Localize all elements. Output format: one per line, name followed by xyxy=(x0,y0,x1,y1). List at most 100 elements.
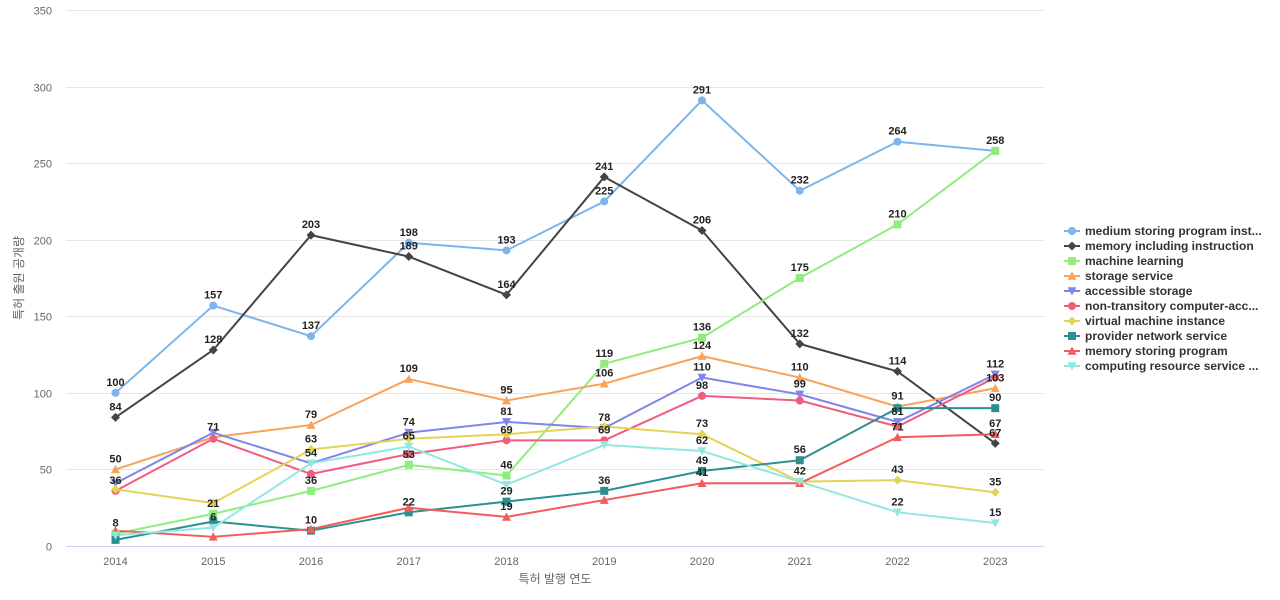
data-label: 63 xyxy=(305,434,317,446)
data-point xyxy=(990,519,1000,528)
data-label: 62 xyxy=(696,435,708,447)
data-point xyxy=(795,456,804,465)
data-point xyxy=(599,379,609,388)
legend-marker xyxy=(1068,302,1076,310)
data-point xyxy=(990,429,1000,439)
y-axis-title: 특허 출원 공개량 xyxy=(12,236,26,320)
data-label: 264 xyxy=(888,126,907,138)
data-point xyxy=(502,471,511,480)
legend-item[interactable]: memory including instruction xyxy=(1064,239,1254,253)
series-markers xyxy=(111,96,1000,544)
legend-label: memory storing program xyxy=(1085,344,1228,358)
legend-item[interactable]: virtual machine instance xyxy=(1064,314,1225,328)
data-point xyxy=(795,396,804,405)
legend-item[interactable]: provider network service xyxy=(1064,329,1227,343)
data-point xyxy=(502,512,511,521)
legend-label: computing resource service ... xyxy=(1085,359,1258,373)
data-point xyxy=(208,523,218,533)
data-point xyxy=(795,390,805,399)
series-line-5 xyxy=(114,376,997,492)
y-tick-label: 350 xyxy=(34,6,52,18)
data-label: 241 xyxy=(595,161,613,173)
x-tick-label: 2017 xyxy=(397,556,421,568)
series-line-1 xyxy=(114,175,997,445)
data-label: 36 xyxy=(598,475,610,487)
data-label: 128 xyxy=(204,334,222,346)
data-point xyxy=(307,332,315,341)
data-point xyxy=(111,388,120,397)
data-point xyxy=(795,274,804,282)
legend-marker xyxy=(1068,257,1076,265)
data-point xyxy=(893,418,902,427)
data-point xyxy=(893,508,902,517)
data-label: 206 xyxy=(693,215,711,227)
x-tick-label: 2023 xyxy=(983,556,1007,568)
data-label: 69 xyxy=(500,424,512,436)
x-axis-ticks: 2014 2015 2016 2017 2018 2019 2020 2021 2022 2023 xyxy=(103,556,1007,568)
data-label: 157 xyxy=(204,290,222,302)
data-label: 21 xyxy=(207,498,219,510)
data-label: 6 xyxy=(210,512,216,524)
data-point xyxy=(599,172,609,182)
data-label: 84 xyxy=(109,401,122,413)
legend-label: accessible storage xyxy=(1085,284,1193,298)
data-label: 110 xyxy=(791,362,809,374)
legend-item[interactable]: non-transitory computer-acc... xyxy=(1064,299,1258,313)
data-point xyxy=(991,146,1000,155)
data-label: 103 xyxy=(986,372,1004,384)
legend-item[interactable]: machine learning xyxy=(1064,254,1184,268)
data-point xyxy=(502,396,511,405)
data-label: 49 xyxy=(696,455,708,467)
data-point xyxy=(404,503,414,512)
data-label: 193 xyxy=(497,234,515,246)
data-point xyxy=(795,339,805,349)
series-line-6 xyxy=(114,425,997,505)
data-point xyxy=(991,404,1000,413)
y-tick-label: 100 xyxy=(34,389,52,401)
legend-marker xyxy=(1067,271,1077,280)
legend-item[interactable]: medium storing program inst... xyxy=(1064,224,1262,238)
data-label: 81 xyxy=(500,406,512,418)
data-point xyxy=(697,351,707,360)
data-point xyxy=(208,428,218,438)
data-label: 36 xyxy=(305,475,317,487)
legend-marker xyxy=(1067,346,1077,355)
data-point xyxy=(111,535,120,544)
data-point xyxy=(795,373,805,382)
data-label: 46 xyxy=(500,460,512,472)
legend-marker xyxy=(1067,241,1077,251)
data-point xyxy=(404,460,413,469)
data-point xyxy=(111,531,120,540)
data-point xyxy=(600,486,609,495)
data-point xyxy=(893,432,902,442)
data-label: 114 xyxy=(889,355,908,367)
data-label: 36 xyxy=(109,475,121,487)
data-label: 42 xyxy=(794,466,806,478)
data-label: 112 xyxy=(986,358,1004,370)
data-point xyxy=(502,429,511,439)
legend-item[interactable]: accessible storage xyxy=(1064,284,1193,298)
data-point xyxy=(502,497,511,506)
legend-item[interactable]: computing resource service ... xyxy=(1064,359,1258,373)
x-tick-label: 2021 xyxy=(788,556,812,568)
legend-item[interactable]: storage service xyxy=(1064,269,1173,283)
data-point xyxy=(209,517,218,526)
data-point xyxy=(698,466,706,475)
legend-item[interactable]: memory storing program xyxy=(1064,344,1228,358)
y-tick-label: 200 xyxy=(34,236,52,248)
data-point xyxy=(502,246,511,255)
legend-label: non-transitory computer-acc... xyxy=(1085,299,1258,313)
series-line-3 xyxy=(114,355,997,471)
data-label: 136 xyxy=(693,322,711,334)
data-label: 81 xyxy=(891,406,903,418)
data-label: 100 xyxy=(106,377,124,389)
series-line-8 xyxy=(114,433,997,538)
legend-label: provider network service xyxy=(1085,329,1227,343)
x-tick-label: 2020 xyxy=(690,556,714,568)
data-label: 19 xyxy=(500,501,512,513)
legend-label: medium storing program inst... xyxy=(1085,224,1262,238)
grid-lines xyxy=(66,10,1044,547)
data-label: 35 xyxy=(989,476,1001,488)
data-point xyxy=(404,434,414,444)
legend: medium storing program inst...memory inc… xyxy=(1064,224,1262,373)
